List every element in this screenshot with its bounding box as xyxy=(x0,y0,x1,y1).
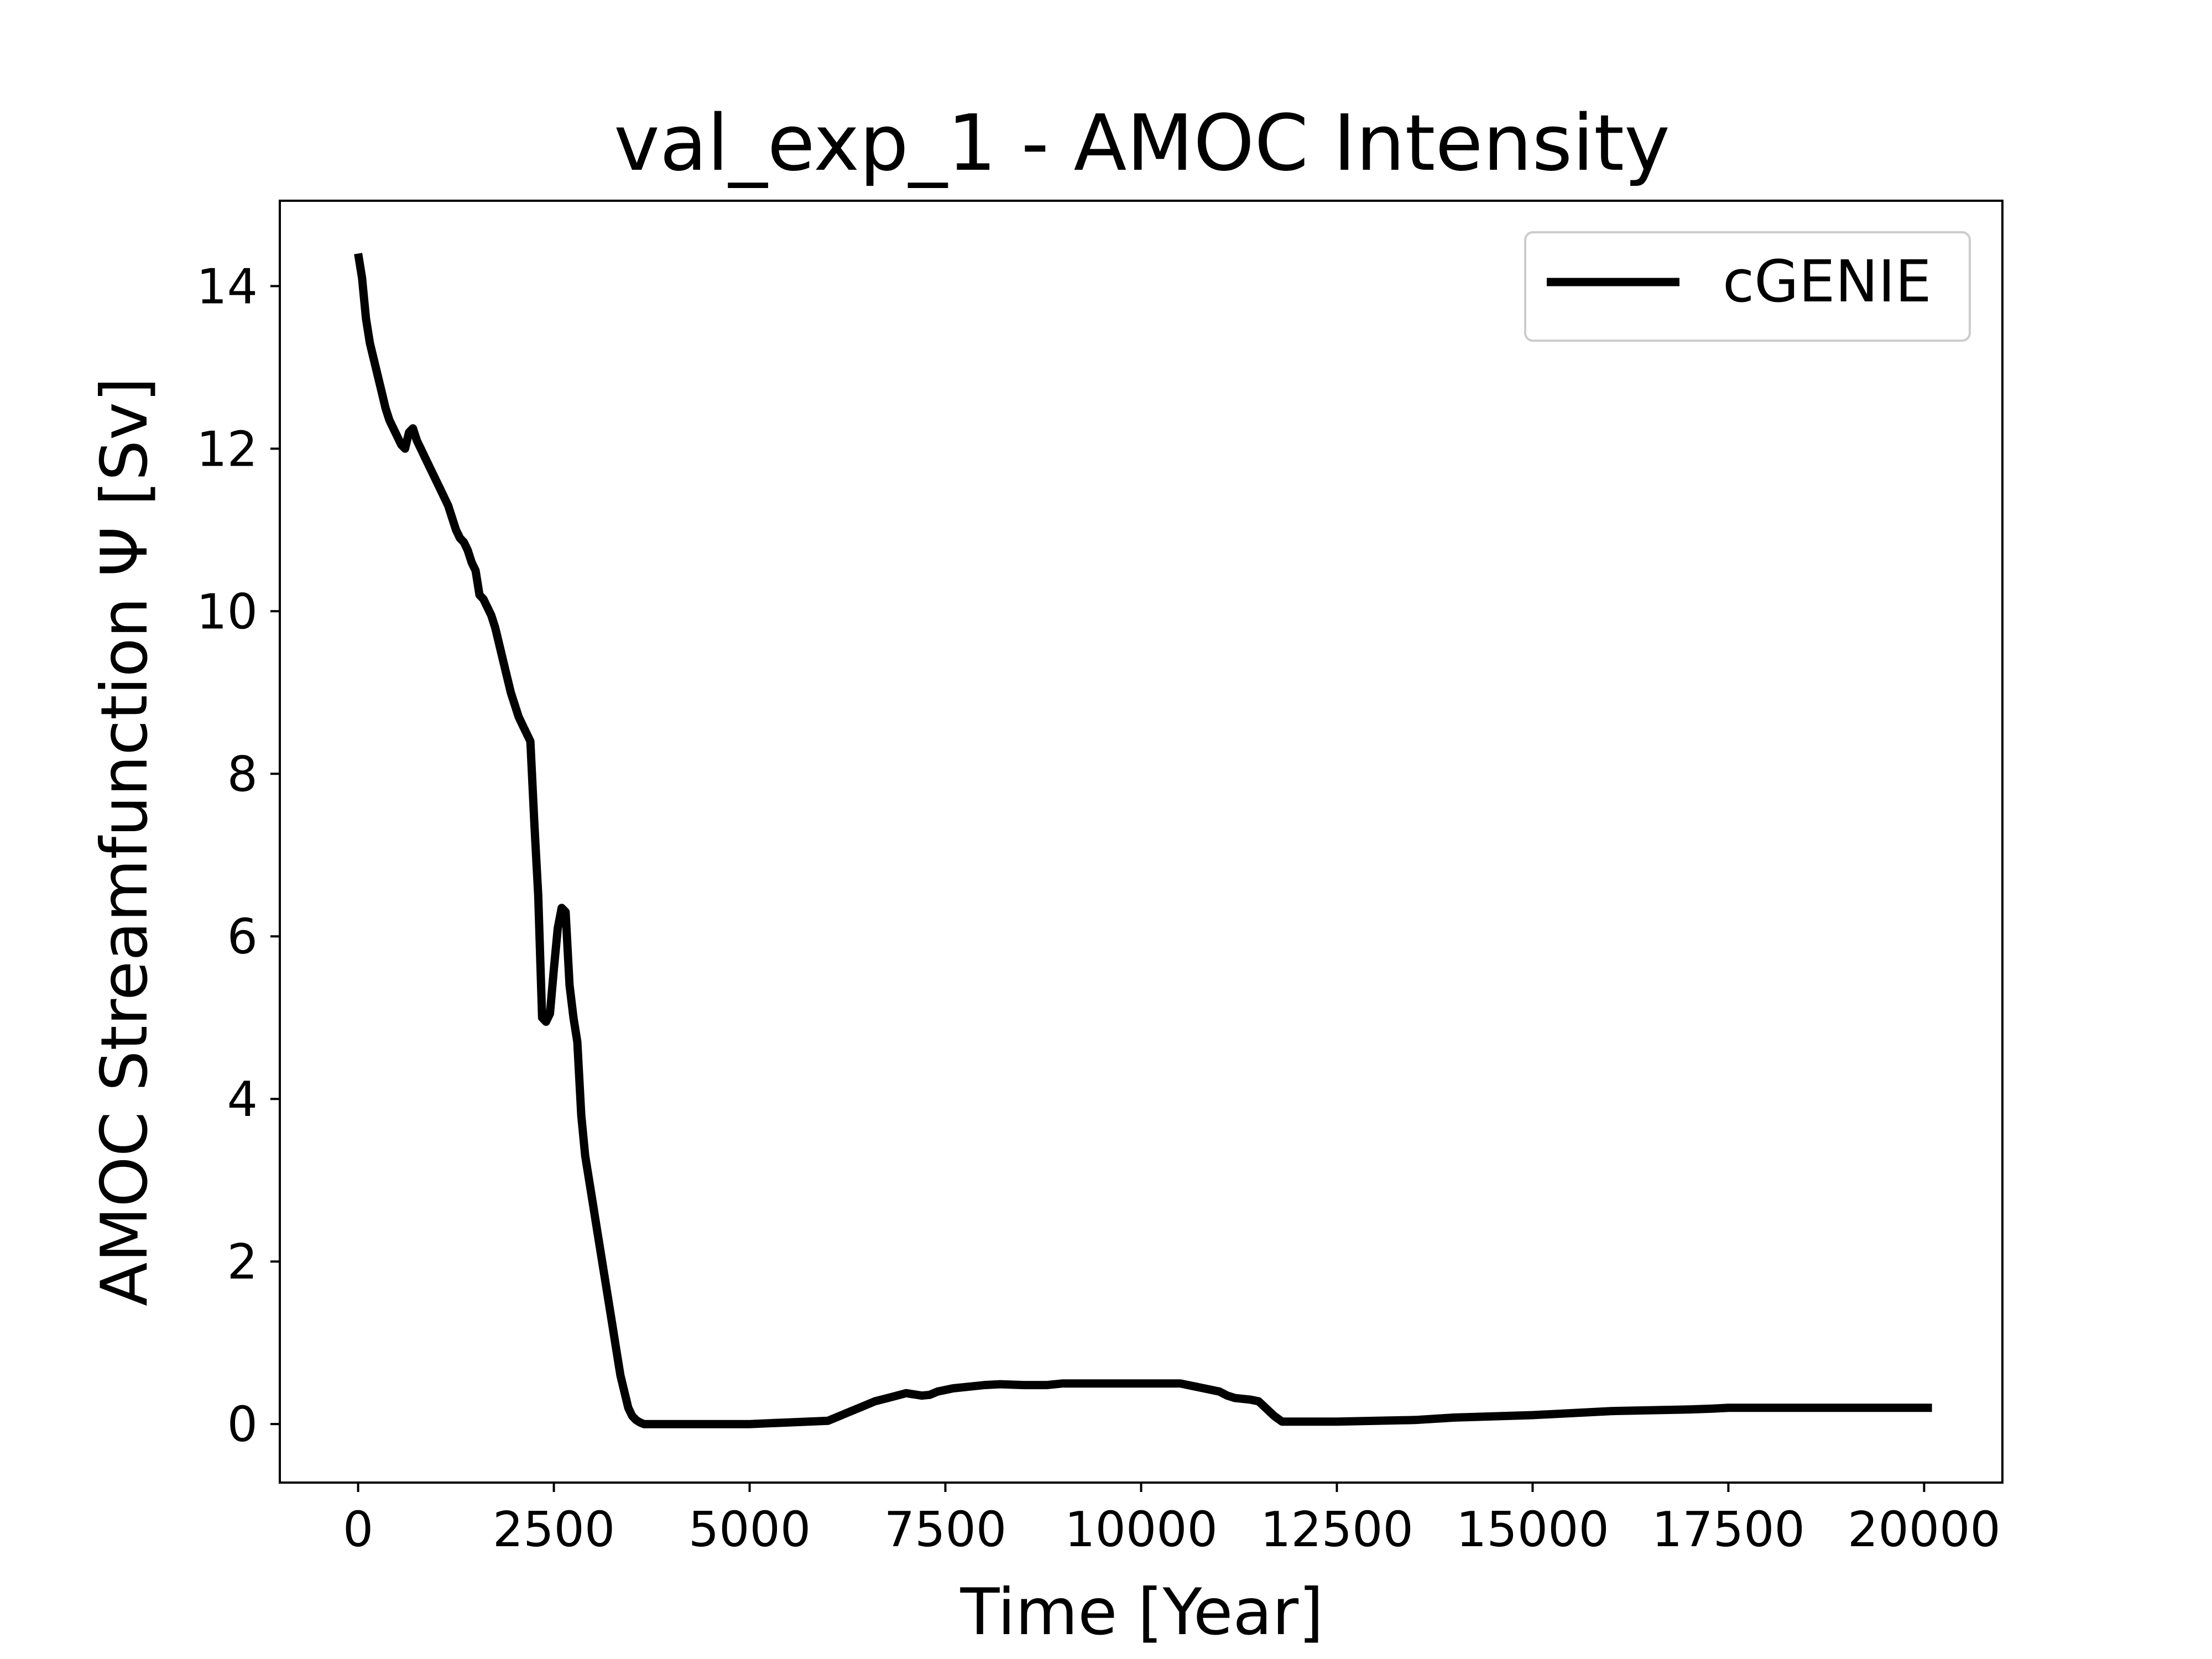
x-tick-label: 2500 xyxy=(493,1501,615,1558)
x-tick-label: 17500 xyxy=(1652,1501,1805,1558)
x-tick-label: 10000 xyxy=(1065,1501,1218,1558)
legend-label-cgenie: cGENIE xyxy=(1723,248,1932,315)
x-tick-label: 0 xyxy=(343,1501,373,1558)
x-axis: 0 2500 5000 7500 10000 12500 15000 17500 20000 xyxy=(343,1483,2001,1558)
x-tick-label: 15000 xyxy=(1456,1501,1609,1558)
y-tick-label: 12 xyxy=(196,421,258,477)
y-tick-label: 6 xyxy=(227,909,258,965)
plot-area: 0 2500 5000 7500 10000 12500 15000 17500 20000 0… xyxy=(196,200,2004,1558)
x-tick-label: 5000 xyxy=(688,1501,811,1558)
y-tick-label: 10 xyxy=(196,583,258,640)
y-tick-label: 4 xyxy=(227,1071,258,1128)
y-tick-label: 8 xyxy=(227,746,258,802)
legend-box xyxy=(1524,231,1971,342)
legend: cGENIE xyxy=(1524,231,1971,342)
series-line-cgenie xyxy=(354,253,1932,1428)
y-tick-label: 0 xyxy=(227,1396,258,1453)
x-tick-label: 12500 xyxy=(1260,1501,1413,1558)
y-axis-label: AMOC Streamfunction Ψ [Sv] xyxy=(87,377,162,1306)
y-axis: 0 2 4 6 8 10 12 14 xyxy=(196,258,280,1453)
chart-title: val_exp_1 - AMOC Intensity xyxy=(614,98,1670,189)
y-tick-label: 2 xyxy=(227,1234,258,1290)
x-axis-label: Time [Year] xyxy=(960,1575,1324,1650)
y-tick-label: 14 xyxy=(196,258,258,315)
x-tick-label: 7500 xyxy=(884,1501,1006,1558)
x-tick-label: 20000 xyxy=(1848,1501,2001,1558)
